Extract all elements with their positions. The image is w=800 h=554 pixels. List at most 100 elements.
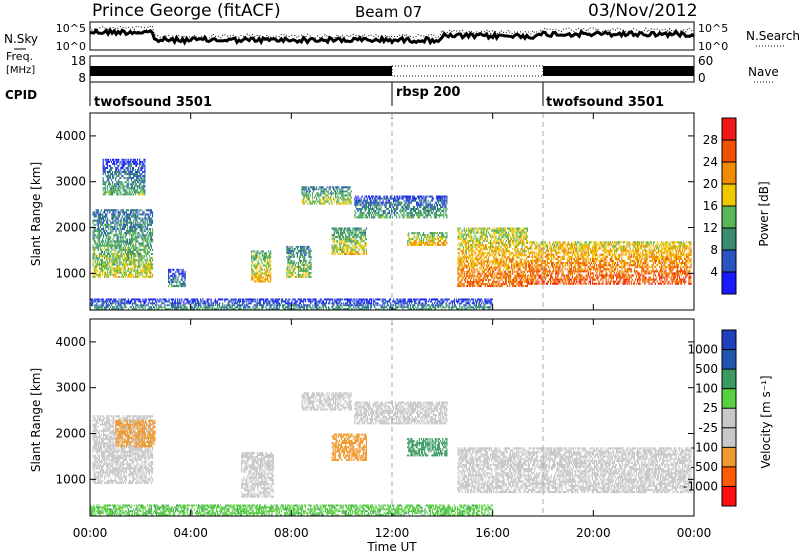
echo-cell bbox=[518, 262, 520, 265]
echo-cell bbox=[420, 199, 422, 202]
echo-cell bbox=[377, 212, 379, 215]
echo-cell bbox=[142, 211, 144, 214]
echo-cell bbox=[410, 201, 412, 204]
echo-cell bbox=[364, 233, 366, 236]
echo-cell bbox=[103, 187, 105, 190]
echo-cell bbox=[301, 251, 303, 254]
echo-cell bbox=[251, 266, 253, 269]
echo-cell bbox=[502, 239, 504, 242]
echo-cell bbox=[434, 241, 436, 244]
echo-cell bbox=[305, 271, 307, 274]
echo-cell bbox=[501, 252, 503, 255]
echo-cell bbox=[143, 271, 145, 274]
echo-cell bbox=[516, 260, 518, 263]
echo-cell bbox=[138, 179, 140, 182]
echo-cell bbox=[112, 191, 114, 194]
echo-cell bbox=[127, 250, 130, 253]
echo-cell bbox=[413, 240, 415, 242]
echo-cell bbox=[502, 248, 504, 251]
echo-cell bbox=[286, 267, 288, 270]
echo-cell bbox=[123, 164, 125, 167]
echo-cell bbox=[520, 262, 522, 265]
echo-cell bbox=[417, 203, 419, 206]
echo-cell bbox=[415, 236, 417, 238]
echo-cell bbox=[504, 235, 506, 238]
echo-cell bbox=[132, 240, 134, 243]
echo-cell bbox=[104, 263, 106, 266]
echo-cell bbox=[358, 231, 360, 234]
echo-cell bbox=[172, 285, 174, 288]
echo-cell bbox=[131, 246, 133, 249]
echo-cell bbox=[95, 273, 97, 276]
echo-cell bbox=[466, 260, 469, 263]
echo-cell bbox=[127, 221, 130, 224]
echo-cell bbox=[138, 171, 140, 173]
echo-cell bbox=[110, 167, 113, 169]
echo-cell bbox=[173, 272, 175, 275]
echo-cell bbox=[461, 244, 463, 247]
echo-cell bbox=[351, 242, 353, 245]
echo-cell bbox=[471, 258, 473, 261]
echo-cell bbox=[442, 214, 444, 217]
echo-cell bbox=[492, 280, 494, 283]
echo-cell bbox=[501, 256, 503, 259]
echo-cell bbox=[430, 203, 432, 206]
echo-cell bbox=[457, 237, 459, 240]
echo-cell bbox=[135, 252, 137, 255]
echo-cell bbox=[409, 201, 411, 204]
echo-cell bbox=[482, 248, 484, 251]
echo-cell bbox=[427, 236, 429, 238]
echo-cell bbox=[521, 258, 523, 261]
echo-cell bbox=[438, 232, 441, 235]
echo-cell bbox=[413, 214, 416, 217]
echo-cell bbox=[254, 272, 256, 275]
echo-cell bbox=[348, 252, 350, 255]
echo-cell bbox=[130, 213, 132, 216]
echo-cell bbox=[362, 201, 364, 204]
echo-cell bbox=[171, 283, 173, 285]
echo-cell bbox=[345, 252, 347, 255]
echo-cell bbox=[333, 248, 335, 251]
echo-cell bbox=[142, 240, 144, 243]
echo-cell bbox=[114, 209, 116, 212]
echo-cell bbox=[396, 208, 398, 211]
echo-cell bbox=[115, 219, 117, 222]
echo-cell bbox=[472, 239, 474, 242]
echo-cell bbox=[509, 256, 511, 259]
echo-cell bbox=[303, 202, 305, 205]
echo-cell bbox=[140, 242, 142, 245]
echo-cell bbox=[439, 195, 441, 198]
echo-cell bbox=[141, 173, 143, 176]
echo-cell bbox=[130, 238, 132, 241]
echo-cell bbox=[94, 228, 96, 231]
echo-cell bbox=[181, 276, 183, 279]
echo-cell bbox=[439, 240, 442, 242]
echo-cell bbox=[251, 272, 253, 275]
echo-cell bbox=[98, 261, 100, 264]
echo-cell bbox=[487, 285, 490, 288]
echo-cell bbox=[425, 203, 427, 206]
echo-cell bbox=[397, 203, 399, 206]
echo-cell bbox=[372, 195, 374, 198]
echo-cell bbox=[303, 263, 305, 266]
echo-cell bbox=[445, 203, 447, 206]
echo-cell bbox=[514, 262, 516, 265]
echo-cell bbox=[143, 255, 145, 258]
echo-cell bbox=[349, 250, 351, 253]
echo-cell bbox=[530, 245, 532, 248]
echo-cell bbox=[140, 219, 142, 222]
echo-cell bbox=[525, 268, 527, 271]
echo-cell bbox=[251, 252, 253, 255]
echo-cell bbox=[253, 270, 255, 273]
echo-cell bbox=[514, 276, 516, 279]
echo-cell bbox=[521, 270, 523, 273]
echo-cell bbox=[100, 259, 102, 262]
echo-cell bbox=[143, 257, 145, 260]
echo-cell bbox=[114, 263, 116, 266]
echo-cell bbox=[269, 256, 271, 259]
echo-cell bbox=[133, 248, 135, 251]
echo-cell bbox=[333, 229, 335, 232]
echo-cell bbox=[133, 244, 135, 247]
echo-cell bbox=[293, 249, 295, 252]
echo-cell bbox=[352, 240, 354, 243]
